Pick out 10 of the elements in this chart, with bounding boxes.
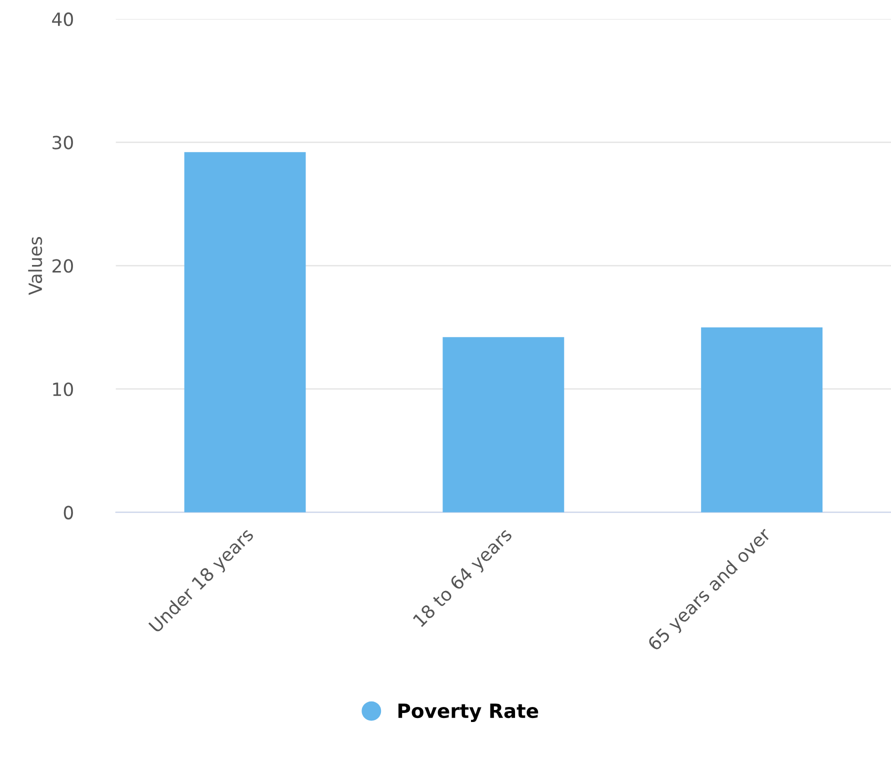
y-tick-label: 10 [53, 382, 73, 396]
bar [701, 327, 823, 512]
legend-label: Poverty Rate [398, 704, 538, 722]
y-tick-label: 40 [52, 12, 73, 26]
y-tick-label: 0 [64, 506, 73, 520]
bar [442, 337, 564, 512]
y-tick-label: 20 [52, 259, 73, 273]
bar [184, 152, 306, 512]
y-axis-title: Values [28, 237, 42, 296]
y-tick-label: 30 [52, 136, 73, 150]
